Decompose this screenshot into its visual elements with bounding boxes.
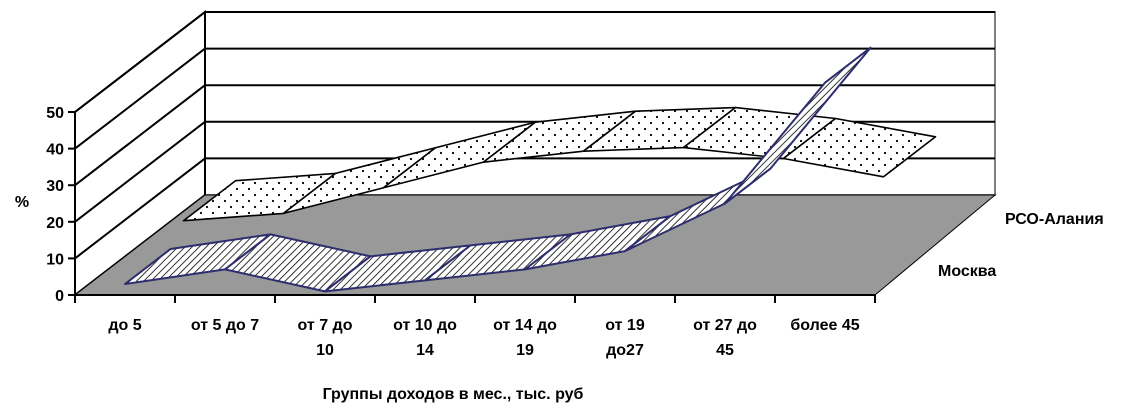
y-tick-label: 30	[46, 178, 64, 195]
x-tick-label: от 10 до 14	[393, 317, 457, 359]
y-tick-label: 10	[46, 251, 64, 268]
series-areas	[124, 46, 937, 293]
x-tick-label: от 27 до 45	[693, 317, 757, 359]
x-axis: до 5 от 5 до 7 от 7 до 10 от 10 до 14 от 14 до…	[74, 295, 876, 359]
x-tick-label: более 45	[790, 317, 859, 334]
gridlines	[74, 11, 995, 260]
gridline-side	[74, 11, 206, 113]
gridline-side	[74, 47, 206, 150]
y-tick-label: 50	[46, 105, 64, 122]
x-axis-title: Группы доходов в мес., тыс. руб	[323, 386, 584, 403]
y-tick-label: 40	[46, 142, 64, 159]
x-tick-label: от 19 до27	[605, 317, 645, 359]
y-axis-title: %	[15, 194, 29, 211]
area-segment	[724, 46, 872, 205]
series-label-moscow: Москва	[938, 263, 996, 280]
series-label-rso: РСО-Алания	[1005, 211, 1104, 228]
gridline-side	[74, 121, 206, 223]
series-area-rso	[182, 106, 937, 222]
gridline-side	[74, 84, 206, 186]
x-tick-label: от 7 до 10	[298, 317, 353, 359]
y-tick-label: 20	[46, 215, 64, 232]
x-tick-label: от 5 до 7	[191, 317, 259, 334]
x-tick-label: от 14 до 19	[493, 317, 557, 359]
gridline-side	[74, 157, 206, 260]
y-tick-label: 0	[55, 288, 64, 305]
x-tick-label: до 5	[108, 317, 141, 334]
series-area-moscow	[124, 46, 872, 293]
area-segment	[782, 117, 937, 178]
y-axis: 0 10 20 30 40 50	[46, 105, 75, 305]
